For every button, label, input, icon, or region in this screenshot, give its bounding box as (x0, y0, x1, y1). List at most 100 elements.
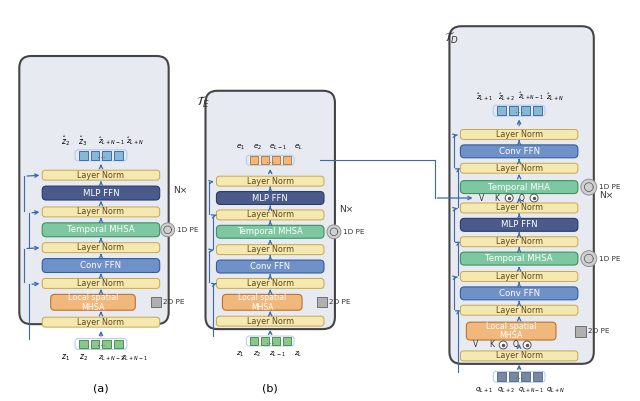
Text: $\hat{z}_{L+N}$: $\hat{z}_{L+N}$ (546, 91, 564, 103)
Text: Conv FFN: Conv FFN (250, 262, 291, 271)
FancyBboxPatch shape (467, 322, 556, 340)
Text: $e_L$: $e_L$ (294, 143, 303, 152)
Circle shape (581, 251, 596, 267)
FancyBboxPatch shape (460, 287, 578, 300)
FancyBboxPatch shape (42, 186, 160, 200)
FancyBboxPatch shape (449, 26, 594, 364)
Text: Conv FFN: Conv FFN (499, 289, 540, 298)
FancyBboxPatch shape (460, 145, 578, 158)
Text: Temporal MHSA: Temporal MHSA (485, 254, 553, 263)
Text: $\hat{z}_{L+2}$: $\hat{z}_{L+2}$ (498, 91, 515, 103)
Text: $q_{L+N}$: $q_{L+N}$ (546, 386, 564, 395)
Text: $\hat{z}_{L+N}$: $\hat{z}_{L+N}$ (126, 136, 144, 147)
Circle shape (505, 194, 513, 202)
Bar (115, 151, 124, 160)
Text: ...: ... (97, 340, 105, 348)
Text: 1D PE: 1D PE (599, 255, 620, 261)
FancyBboxPatch shape (42, 243, 160, 253)
Text: ...: ... (97, 151, 105, 160)
Bar (575, 326, 586, 336)
FancyBboxPatch shape (205, 91, 335, 329)
Text: $z_{L+N-1}$: $z_{L+N-1}$ (122, 353, 148, 363)
Text: Layer Norm: Layer Norm (495, 306, 543, 315)
Text: ...: ... (266, 336, 275, 346)
Text: $z_1$: $z_1$ (236, 349, 244, 358)
Text: Temporal MHSA: Temporal MHSA (237, 227, 303, 236)
Bar (151, 297, 161, 307)
Text: K: K (489, 340, 493, 350)
Bar (272, 156, 280, 164)
Text: Temporal MHA: Temporal MHA (488, 182, 550, 192)
Text: Layer Norm: Layer Norm (495, 203, 543, 213)
FancyBboxPatch shape (216, 245, 324, 255)
Bar (90, 340, 99, 348)
Text: $\hat{z}_{L+N-1}$: $\hat{z}_{L+N-1}$ (97, 136, 124, 147)
Bar (250, 337, 258, 345)
Text: Conv FFN: Conv FFN (81, 261, 122, 270)
Text: Local spatial
MHSA: Local spatial MHSA (486, 322, 536, 340)
Bar (102, 151, 111, 160)
Text: V: V (479, 194, 484, 203)
FancyBboxPatch shape (42, 207, 160, 217)
Text: 2D PE: 2D PE (329, 299, 351, 305)
Text: Layer Norm: Layer Norm (77, 318, 125, 327)
Text: MLP FFN: MLP FFN (252, 194, 288, 203)
Text: V: V (473, 340, 478, 350)
Text: $q_{L+2}$: $q_{L+2}$ (497, 386, 515, 395)
Bar (520, 372, 529, 381)
Circle shape (499, 341, 507, 349)
FancyBboxPatch shape (19, 56, 169, 324)
Text: 1D PE: 1D PE (343, 229, 364, 235)
Text: Layer Norm: Layer Norm (246, 245, 294, 254)
FancyBboxPatch shape (460, 180, 578, 194)
FancyBboxPatch shape (216, 278, 324, 288)
Text: $z_L$: $z_L$ (294, 349, 302, 358)
Text: Conv FFN: Conv FFN (499, 147, 540, 156)
Bar (102, 340, 111, 348)
FancyBboxPatch shape (460, 163, 578, 173)
FancyBboxPatch shape (42, 278, 160, 288)
Text: $z_{L-1}$: $z_{L-1}$ (269, 349, 287, 358)
Bar (520, 106, 529, 115)
Text: Layer Norm: Layer Norm (495, 351, 543, 360)
FancyBboxPatch shape (460, 252, 578, 265)
Text: N×: N× (173, 186, 187, 194)
Text: $e_{L-1}$: $e_{L-1}$ (269, 143, 287, 152)
FancyBboxPatch shape (216, 225, 324, 238)
Text: $\hat{z}_3$: $\hat{z}_3$ (79, 134, 88, 148)
Bar (509, 372, 518, 381)
Text: Layer Norm: Layer Norm (246, 279, 294, 288)
Text: Q: Q (512, 340, 518, 350)
Bar (317, 297, 327, 307)
Circle shape (523, 341, 531, 349)
Text: MLP FFN: MLP FFN (83, 188, 119, 198)
Text: $\hat{z}_{L+1}$: $\hat{z}_{L+1}$ (476, 91, 493, 103)
Text: MLP FFN: MLP FFN (501, 220, 538, 229)
FancyBboxPatch shape (42, 317, 160, 327)
Text: 2D PE: 2D PE (588, 328, 610, 334)
Text: Local spatial
MHSA: Local spatial MHSA (238, 293, 286, 312)
FancyBboxPatch shape (216, 316, 324, 326)
Bar (532, 372, 541, 381)
Text: Local spatial
MHSA: Local spatial MHSA (68, 293, 118, 312)
Text: $\mathcal{T}_E$: $\mathcal{T}_E$ (195, 95, 209, 110)
Bar (283, 337, 291, 345)
FancyBboxPatch shape (460, 351, 578, 361)
Text: $z_1$: $z_1$ (61, 352, 70, 363)
FancyBboxPatch shape (460, 305, 578, 315)
Text: (a): (a) (93, 384, 109, 394)
FancyBboxPatch shape (223, 294, 302, 310)
Text: Temporal MHSA: Temporal MHSA (67, 225, 135, 234)
FancyBboxPatch shape (216, 176, 324, 186)
Bar (90, 151, 99, 160)
FancyBboxPatch shape (42, 259, 160, 273)
Circle shape (581, 179, 596, 195)
FancyBboxPatch shape (460, 271, 578, 282)
Text: 1D PE: 1D PE (177, 227, 198, 233)
Bar (272, 337, 280, 345)
Circle shape (161, 223, 175, 237)
Text: ...: ... (515, 372, 524, 381)
Text: $\mathcal{T}_D$: $\mathcal{T}_D$ (444, 30, 459, 46)
Bar (497, 106, 506, 115)
Text: K: K (495, 194, 500, 203)
